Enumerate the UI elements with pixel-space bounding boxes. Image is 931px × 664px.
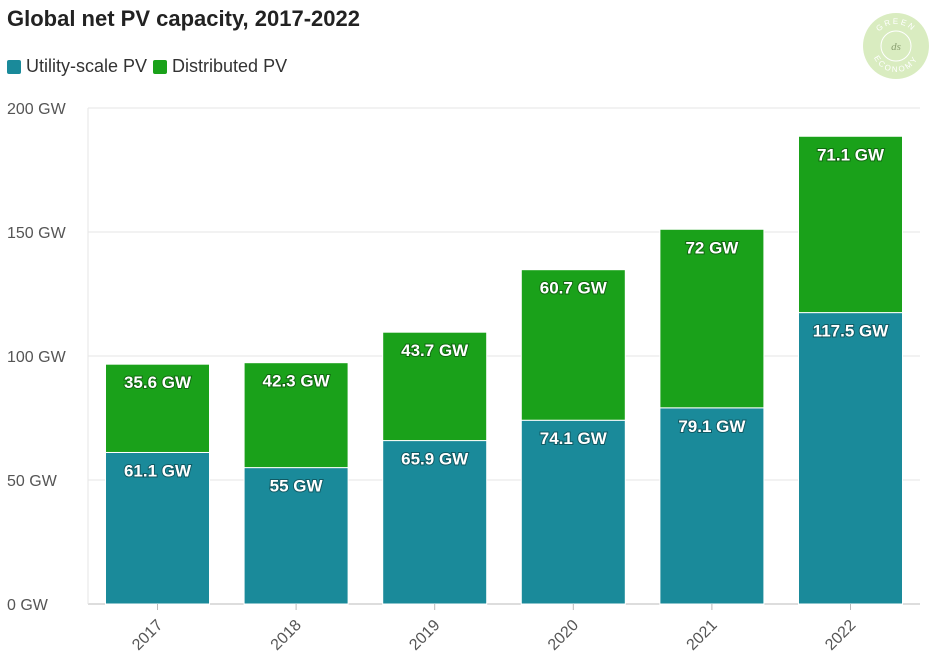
legend-label-utility: Utility-scale PV [26, 56, 148, 76]
data-label-distributed-2021: 72 GW [685, 238, 739, 257]
x-tick-label: 2019 [406, 617, 443, 654]
data-label-utility-2021: 79.1 GW [678, 417, 746, 436]
bar-utility-2021[interactable] [659, 407, 765, 605]
data-label-distributed-2019: 43.7 GW [401, 341, 469, 360]
bar-distributed-2022[interactable] [798, 135, 903, 314]
chart-title: Global net PV capacity, 2017-2022 [7, 6, 360, 31]
green-economy-logo-icon: GREEN ECONOMY ds [863, 13, 929, 79]
bar-distributed-2019[interactable] [382, 331, 488, 442]
y-tick-label: 150 GW [7, 225, 67, 242]
label-layer: 61.1 GW 35.6 GW 55 GW 42.3 GW 65.9 GW 43.7 GW… [123, 144, 890, 496]
legend-swatch-distributed [153, 59, 168, 74]
data-label-utility-2022: 117.5 GW [813, 322, 890, 341]
data-label-distributed-2017: 35.6 GW [124, 373, 192, 392]
bar-distributed-2018[interactable] [243, 362, 349, 469]
legend: Utility-scale PV Distributed PV [7, 56, 293, 77]
y-tick-label: 0 GW [7, 597, 49, 614]
legend-label-distributed: Distributed PV [172, 56, 288, 76]
bar-distributed-2017[interactable] [105, 363, 210, 453]
data-label-distributed-2022: 71.1 GW [817, 145, 885, 164]
data-label-distributed-2018: 42.3 GW [263, 372, 331, 391]
bar-utility-2020[interactable] [520, 419, 626, 605]
legend-swatch-utility [7, 59, 21, 74]
legend-item-distributed[interactable]: Distributed PV [153, 56, 287, 77]
bar-utility-2022[interactable] [798, 312, 903, 605]
data-label-utility-2020: 74.1 GW [540, 429, 608, 448]
bar-distributed-2021[interactable] [659, 228, 765, 409]
y-tick-label: 200 GW [7, 101, 67, 118]
bar-utility-2019[interactable] [382, 440, 488, 605]
x-tick-label: 2018 [268, 617, 305, 654]
data-label-utility-2018: 55 GW [270, 477, 324, 496]
y-tick-label: 50 GW [7, 473, 58, 490]
bar-distributed-2020[interactable] [520, 269, 626, 421]
y-tick-label: 100 GW [7, 349, 67, 366]
x-tick-label: 2017 [129, 617, 166, 654]
data-label-utility-2019: 65.9 GW [401, 450, 469, 469]
x-tick-label: 2020 [545, 617, 582, 654]
bar-layer [105, 135, 903, 605]
bar-utility-2018[interactable] [243, 467, 349, 605]
x-tick-label: 2022 [822, 617, 859, 654]
legend-item-utility[interactable]: Utility-scale PV [7, 56, 147, 77]
grid-layer [87, 107, 920, 605]
data-label-utility-2017: 61.1 GW [124, 461, 192, 480]
logo-monogram: ds [891, 41, 901, 53]
data-label-distributed-2020: 60.7 GW [540, 279, 608, 298]
x-tick-label: 2021 [684, 617, 721, 654]
